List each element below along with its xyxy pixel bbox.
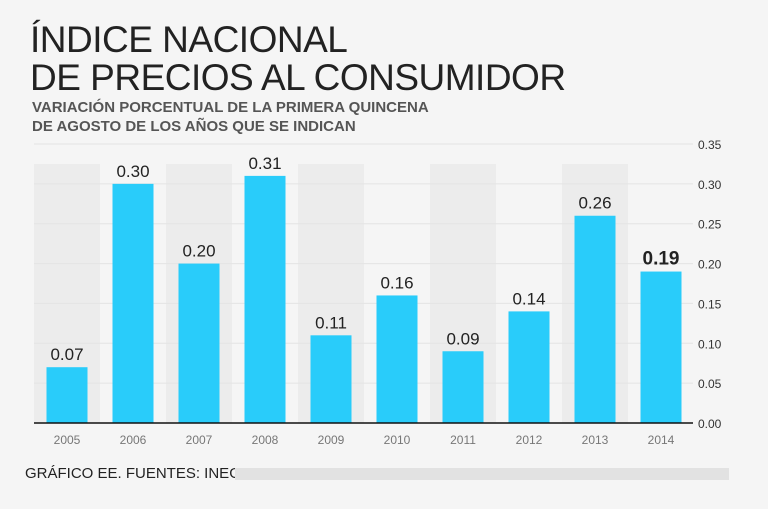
subtitle-line-1: VARIACIÓN PORCENTUAL DE LA PRIMERA QUINC…	[32, 99, 429, 116]
data-label-2012: 0.14	[512, 289, 545, 308]
subtitle-line-2: DE AGOSTO DE LOS AÑOS QUE SE INDICAN	[32, 118, 356, 135]
x-tick-label: 2011	[450, 433, 476, 447]
x-tick-label: 2013	[582, 433, 609, 447]
title-line-1: ÍNDICE NACIONAL	[30, 19, 348, 60]
x-tick-label: 2005	[54, 433, 81, 447]
y-tick-label: 0.15	[698, 297, 722, 311]
data-label-2006: 0.30	[116, 162, 149, 181]
x-tick-label: 2006	[120, 433, 147, 447]
bar-2009	[310, 335, 352, 423]
bar-2011	[442, 351, 484, 423]
bar-2007	[178, 263, 220, 423]
y-tick-label: 0.10	[698, 337, 722, 351]
bar-2006	[112, 183, 154, 423]
data-label-2010: 0.16	[380, 273, 413, 292]
y-tick-label: 0.30	[698, 178, 722, 192]
y-tick-label: 0.35	[698, 138, 722, 152]
bar-2005	[46, 367, 88, 423]
source-footer: GRÁFICO EE. FUENTES: INEGI.	[25, 465, 250, 482]
data-label-2007: 0.20	[182, 242, 215, 261]
title-line-2: DE PRECIOS AL CONSUMIDOR	[30, 57, 566, 98]
data-label-2013: 0.26	[578, 194, 611, 213]
data-label-2009: 0.11	[315, 313, 347, 332]
y-tick-label: 0.20	[698, 258, 722, 272]
x-tick-label: 2008	[252, 433, 279, 447]
data-label-2014: 0.19	[643, 249, 680, 270]
bar-2010	[376, 295, 418, 423]
y-tick-label: 0.25	[698, 218, 722, 232]
bar-2014	[640, 271, 682, 423]
x-tick-label: 2012	[516, 433, 543, 447]
data-label-2011: 0.09	[446, 329, 479, 348]
y-tick-label: 0.00	[698, 417, 722, 431]
x-tick-label: 2009	[318, 433, 345, 447]
x-tick-label: 2007	[186, 433, 213, 447]
bar-2012	[508, 311, 550, 423]
footer-bar	[235, 468, 729, 480]
x-tick-label: 2010	[384, 433, 411, 447]
data-label-2008: 0.31	[248, 154, 281, 173]
bar-2013	[574, 215, 616, 423]
y-tick-label: 0.05	[698, 377, 722, 391]
data-label-2005: 0.07	[50, 345, 83, 364]
x-tick-label: 2014	[648, 433, 675, 447]
bar-2008	[244, 175, 286, 423]
